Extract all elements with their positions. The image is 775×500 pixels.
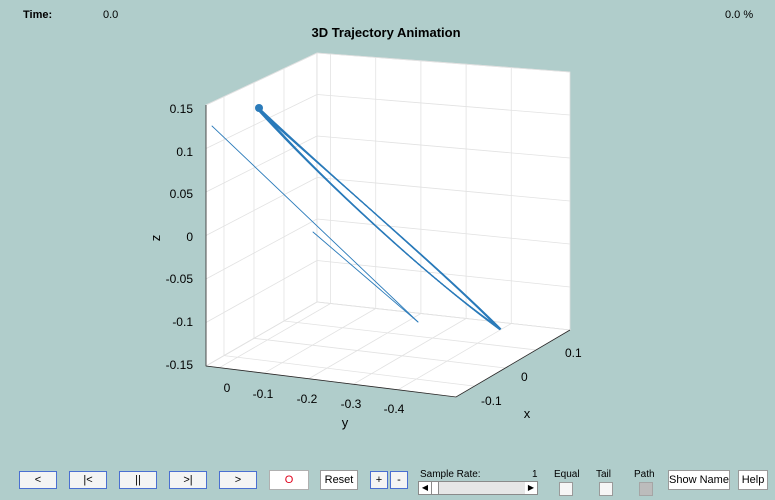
- trajectory-orbit-loop: [257, 106, 501, 331]
- trajectory: [211, 104, 502, 331]
- tail-label: Tail: [596, 469, 612, 480]
- z-gridline: [316, 301, 571, 331]
- sample-rate-label: Sample Rate:: [420, 469, 481, 480]
- time-value: 0.0: [103, 9, 119, 21]
- slider-thumb[interactable]: [431, 482, 439, 494]
- y-tick-label: -0.3: [341, 397, 362, 411]
- progress-percent: 0.0 %: [725, 9, 754, 21]
- record-button[interactable]: O: [269, 470, 309, 490]
- sample-rate-slider[interactable]: ◀ ▶: [418, 481, 538, 495]
- z-tick-label: 0: [186, 230, 193, 244]
- equal-checkbox[interactable]: [559, 482, 573, 496]
- y-tick-label: -0.4: [384, 402, 405, 416]
- z-tick-label: -0.15: [166, 358, 194, 372]
- slider-left-arrow-icon[interactable]: ◀: [419, 482, 431, 494]
- x-axis-label: x: [524, 406, 531, 421]
- show-name-button[interactable]: Show Name: [668, 470, 730, 490]
- z-gridline: [316, 52, 571, 73]
- z-gridline: [205, 52, 318, 106]
- go-to-end-button[interactable]: >|: [169, 471, 207, 489]
- trajectory-lead-segment: [312, 231, 419, 323]
- z-tick-label: 0.1: [176, 145, 193, 159]
- x-tick-labels: 0.1 0 -0.1: [481, 346, 582, 408]
- speed-up-button[interactable]: +: [370, 471, 388, 489]
- tail-checkbox[interactable]: [599, 482, 613, 496]
- x-gridline: [223, 355, 475, 387]
- z-gridline: [316, 94, 571, 116]
- z-gridline: [205, 218, 318, 280]
- step-back-button[interactable]: <: [19, 471, 57, 489]
- x-tick-label: 0: [521, 370, 528, 384]
- axis-lines: [205, 105, 571, 398]
- path-checkbox[interactable]: [639, 482, 653, 496]
- time-label: Time:: [23, 9, 53, 21]
- z-gridline: [316, 218, 571, 245]
- x-tick-label: -0.1: [481, 394, 502, 408]
- trajectory-plot[interactable]: 3D Trajectory Animation 0.15 0.1 0.05 0 …: [0, 0, 775, 460]
- y-tick-label: -0.1: [253, 387, 274, 401]
- z-axis-label: z: [148, 235, 163, 242]
- slow-down-button[interactable]: -: [390, 471, 408, 489]
- z-tick-label: -0.1: [172, 315, 193, 329]
- right-back-wall: [316, 52, 571, 331]
- x-gridline: [283, 320, 537, 351]
- path-label: Path: [634, 469, 655, 480]
- trajectory-lead-segment: [211, 125, 419, 323]
- z-gridline: [205, 177, 318, 236]
- help-button[interactable]: Help: [738, 470, 768, 490]
- z-gridline: [205, 94, 318, 149]
- y-tick-label: -0.2: [297, 392, 318, 406]
- sample-rate-value: 1: [532, 469, 538, 480]
- slider-right-arrow-icon[interactable]: ▶: [525, 482, 537, 494]
- x-gridline: [253, 337, 506, 369]
- z-gridline: [316, 260, 571, 288]
- step-forward-button[interactable]: >: [219, 471, 257, 489]
- y-axis-label: y: [342, 415, 349, 430]
- chart-title: 3D Trajectory Animation: [311, 25, 460, 40]
- reset-button[interactable]: Reset: [320, 470, 358, 490]
- z-gridline: [205, 260, 318, 323]
- trajectory-marker: [255, 104, 263, 112]
- grid-lines: [205, 52, 571, 391]
- z-tick-label: 0.15: [170, 102, 194, 116]
- z-tick-labels: 0.15 0.1 0.05 0 -0.05 -0.1 -0.15: [166, 102, 194, 372]
- go-to-start-button[interactable]: |<: [69, 471, 107, 489]
- axes-box: [204, 52, 572, 398]
- z-tick-label: -0.05: [166, 272, 194, 286]
- equal-label: Equal: [554, 469, 580, 480]
- y-tick-labels: 0 -0.1 -0.2 -0.3 -0.4: [224, 381, 405, 416]
- x-tick-label: 0.1: [565, 346, 582, 360]
- z-gridline: [316, 177, 571, 202]
- y-tick-label: 0: [224, 381, 231, 395]
- pause-button[interactable]: ||: [119, 471, 157, 489]
- z-gridline: [316, 135, 571, 159]
- z-tick-label: 0.05: [170, 187, 194, 201]
